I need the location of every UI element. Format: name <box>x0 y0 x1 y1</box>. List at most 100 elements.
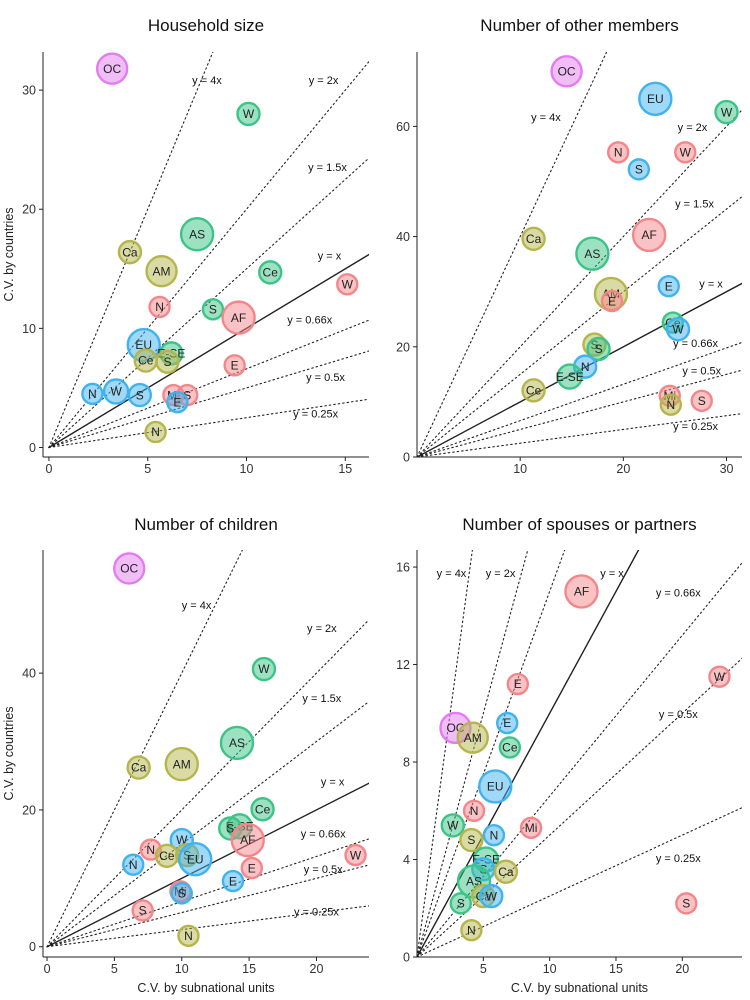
point-label: OC <box>558 64 576 78</box>
x-tick-label: 0 <box>44 962 51 976</box>
point-marker <box>219 725 255 761</box>
y-tick-label: 0 <box>403 451 410 465</box>
point-marker <box>179 217 215 252</box>
ref-line-2 <box>46 619 369 948</box>
point-N: N <box>462 799 486 822</box>
point-marker <box>166 391 189 414</box>
point-marker <box>665 316 691 342</box>
ref-line-0_5 <box>417 369 742 457</box>
ref-line-label: y = 0.66x <box>301 828 346 840</box>
point-N: N <box>122 853 145 876</box>
point-S: S <box>127 382 153 408</box>
point-marker <box>460 918 483 942</box>
point-label: W <box>447 819 459 833</box>
point-marker <box>126 755 151 780</box>
point-Ce: Ce <box>521 378 546 403</box>
point-marker <box>493 859 519 884</box>
point-Ce: Ce <box>250 797 275 822</box>
panel-title: Number of other members <box>480 16 678 35</box>
point-AM: AM <box>456 721 489 754</box>
point-Ce: Ce <box>133 348 158 373</box>
ref-line-label: y = 0.25x <box>294 906 339 918</box>
y-tick-label: 8 <box>403 756 410 770</box>
ref-line-label: y = 2x <box>309 75 339 87</box>
point-label: S <box>682 897 690 911</box>
ref-line-label: y = 4x <box>437 568 467 580</box>
point-label: Ca <box>526 232 542 246</box>
x-tick-label: 5 <box>480 962 487 976</box>
point-label: N <box>155 300 164 314</box>
point-AF: AF <box>564 574 599 609</box>
point-label: AM <box>464 731 482 745</box>
point-W: W <box>344 843 367 867</box>
point-marker <box>556 363 583 390</box>
point-marker <box>586 336 611 362</box>
ref-line-label: y = 0.25x <box>656 853 701 865</box>
point-label: N <box>666 398 675 412</box>
ref-line-4 <box>46 550 243 948</box>
point-EU: EU <box>178 841 213 877</box>
point-label: N <box>490 828 499 842</box>
point-label: E <box>229 874 237 888</box>
point-marker <box>659 393 683 416</box>
panel-title: Household size <box>148 16 264 35</box>
ref-line-label: y = 4x <box>182 600 212 612</box>
point-label: W <box>721 105 733 119</box>
point-marker <box>482 823 506 847</box>
point-label: E <box>665 279 673 293</box>
point-S: S <box>675 892 698 915</box>
point-marker <box>449 892 472 915</box>
point-E: E <box>506 672 530 696</box>
point-marker <box>506 672 530 696</box>
point-AS: AS <box>219 725 255 761</box>
y-tick-label: 40 <box>22 667 36 681</box>
point-W: W <box>479 883 504 909</box>
panel-3: Number of children y = 4x y = 2x y = 1.5x y … <box>2 515 369 995</box>
x-tick-label: 5 <box>111 962 118 976</box>
ref-line-label: y = x <box>699 278 723 290</box>
y-tick-label: 20 <box>22 803 36 817</box>
point-OC: OC <box>113 552 146 585</box>
point-Ca: Ca <box>117 239 143 265</box>
point-marker <box>519 816 543 840</box>
point-marker <box>170 882 193 905</box>
point-W: W <box>665 316 691 342</box>
point-S: S <box>690 389 713 412</box>
point-marker <box>145 254 178 288</box>
ref-line-1_5 <box>417 196 742 457</box>
points: OCWASAMCaCeE-SESAFWNCeSEUWNEEMiSSN <box>113 552 367 947</box>
x-axis-label: C.V. by subnational units <box>137 981 274 995</box>
y-tick-label: 4 <box>403 853 410 867</box>
ref-line-4 <box>417 52 608 457</box>
point-label: Ca <box>131 761 147 775</box>
point-label: Mi <box>525 821 538 835</box>
y-tick-label: 60 <box>396 120 410 134</box>
point-marker <box>164 746 199 782</box>
point-marker <box>251 656 277 682</box>
points: AFEWEOCAMCeEUNWMiSNE-SESCaASCaWSSN <box>439 574 731 942</box>
point-label: N <box>470 804 479 818</box>
point-label: OC <box>103 62 121 76</box>
point-marker <box>600 289 624 313</box>
point-label: E <box>231 358 239 372</box>
points: OCWASCaAMCeWNSAFEUE-SECeSENWSMiSEN <box>81 52 359 444</box>
point-Ca: Ca <box>521 226 546 251</box>
ref-line-label: y = x <box>600 568 624 580</box>
y-tick-label: 16 <box>396 561 410 575</box>
point-label: S <box>139 904 147 918</box>
ref-line-0_66 <box>417 341 742 457</box>
point-marker <box>81 382 104 406</box>
point-label: AF <box>574 585 589 599</box>
point-S: S <box>201 298 225 321</box>
ref-line-label: y = 4x <box>192 75 222 87</box>
ref-line-label: y = 0.25x <box>293 409 338 421</box>
point-label: W <box>672 322 684 336</box>
point-label: E <box>503 716 511 730</box>
point-marker <box>144 420 167 444</box>
point-marker <box>675 892 698 915</box>
ref-line-label: y = 0.5x <box>306 372 345 384</box>
point-label: S <box>595 342 603 356</box>
point-marker <box>496 711 519 735</box>
ref-line-4 <box>48 52 214 449</box>
point-label: S <box>226 822 234 836</box>
